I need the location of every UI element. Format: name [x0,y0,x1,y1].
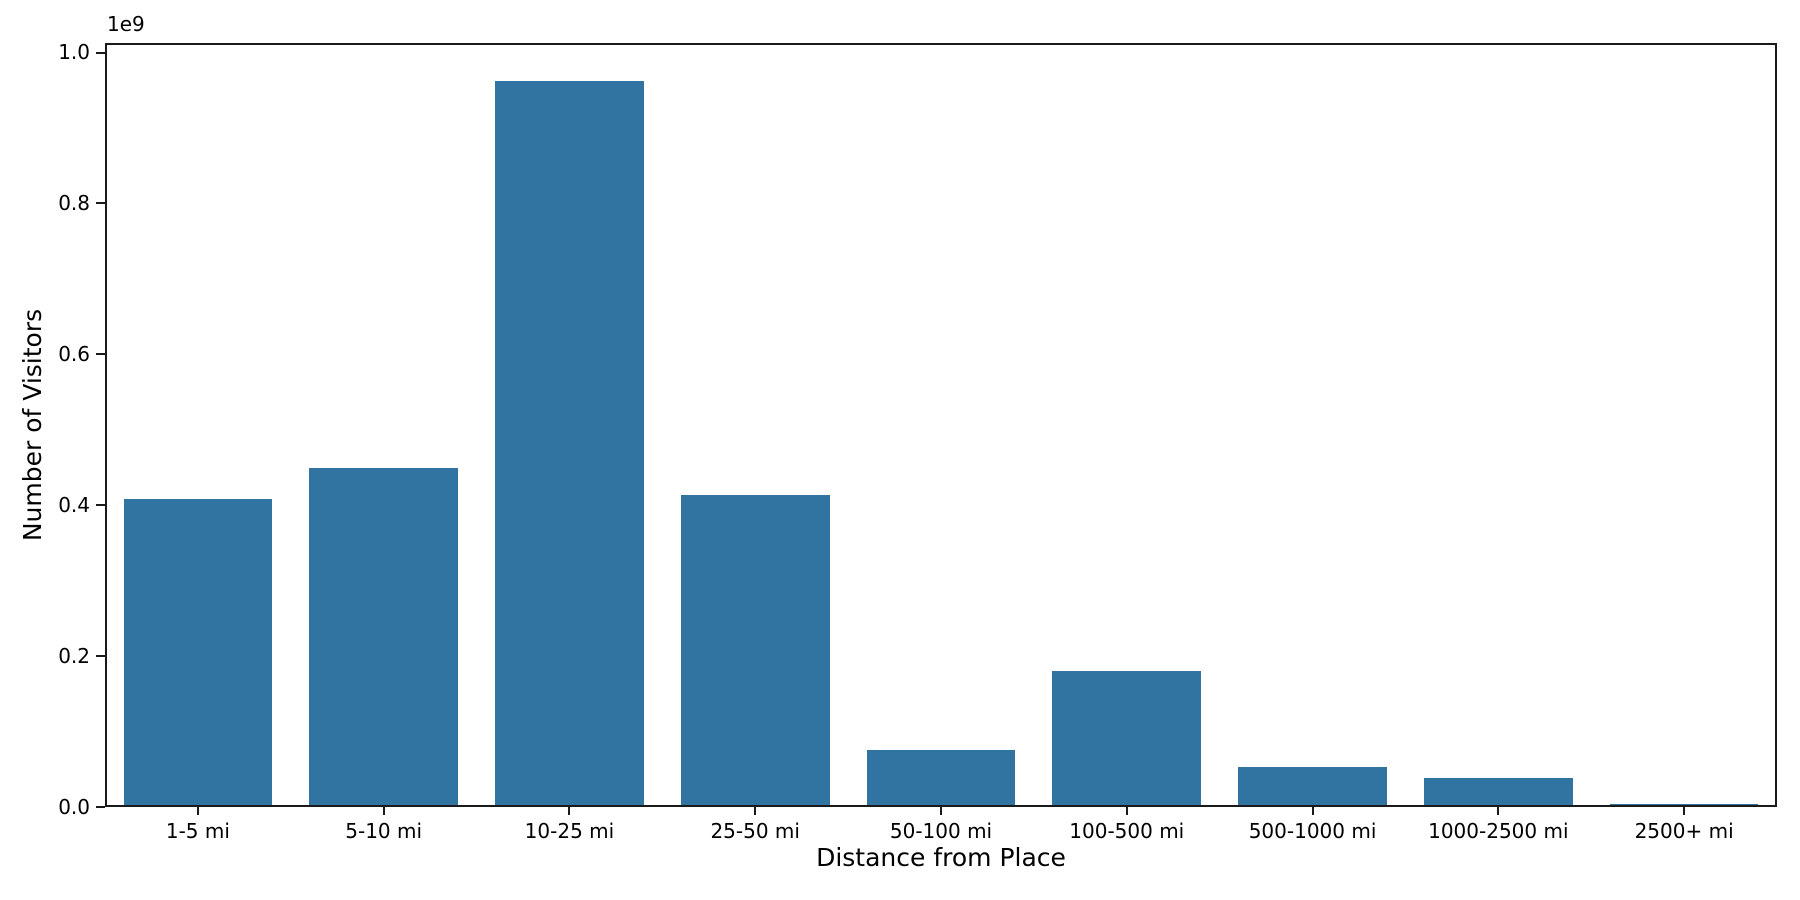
x-tick-label: 25-50 mi [710,819,800,843]
y-tick-label: 0.2 [58,643,90,668]
y-tick-mark [96,504,105,507]
y-tick-mark [96,202,105,205]
x-tick-label: 1000-2500 mi [1428,819,1569,843]
x-tick-mark [568,807,571,815]
bar-500-1000-mi [1238,766,1387,805]
x-tick-mark [1311,807,1314,815]
x-tick-label: 5-10 mi [345,819,423,843]
x-tick-label: 1-5 mi [165,819,230,843]
plot-area [105,43,1777,807]
y-tick-label: 0.0 [58,794,90,819]
bar-1000-2500-mi [1424,777,1573,805]
x-tick-label: 100-500 mi [1069,819,1185,843]
y-tick-label: 0.6 [58,341,90,366]
x-tick-mark [1125,807,1128,815]
x-tick-label: 500-1000 mi [1248,819,1377,843]
y-tick-mark [96,353,105,356]
bar-1-5-mi [123,499,273,805]
x-tick-mark [754,807,757,815]
y-tick-mark [96,806,105,808]
x-tick-mark [382,807,385,815]
bar-2500+-mi [1609,803,1759,805]
y-axis-offset-label: 1e9 [107,12,145,36]
x-tick-label: 10-25 mi [524,819,615,843]
bar-10-25-mi [495,80,644,805]
y-tick-label: 0.4 [58,492,90,517]
bar-25-50-mi [680,494,830,805]
bar-50-100-mi [866,749,1016,805]
x-tick-label: 50-100 mi [889,819,993,843]
x-tick-mark [1683,807,1686,815]
bar-5-10-mi [309,467,458,805]
y-tick-mark [96,655,105,658]
y-tick-mark [96,51,105,54]
x-axis-title: Distance from Place [816,843,1066,872]
y-tick-label: 0.8 [58,190,90,215]
x-tick-mark [196,807,199,815]
y-tick-label: 1.0 [58,40,90,64]
x-tick-mark [940,807,942,815]
bar-100-500-mi [1052,670,1202,805]
x-tick-mark [1497,807,1500,815]
x-tick-label: 2500+ mi [1634,819,1734,843]
